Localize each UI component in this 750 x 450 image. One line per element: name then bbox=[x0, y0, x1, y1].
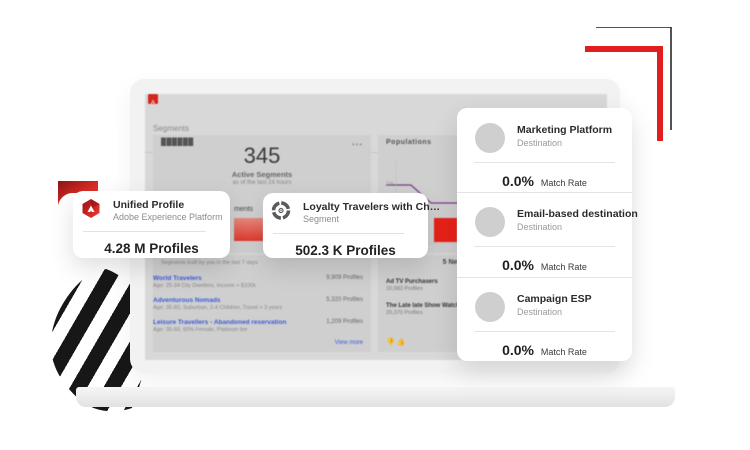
svg-text:A: A bbox=[151, 100, 156, 107]
